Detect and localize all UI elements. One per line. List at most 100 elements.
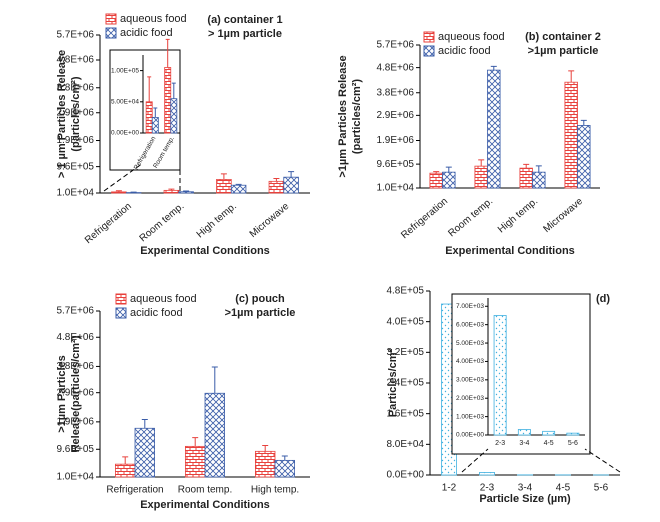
inset-error-bar — [147, 76, 152, 102]
error-bar — [580, 119, 587, 126]
error-bar — [115, 190, 122, 192]
error-bar — [433, 171, 440, 174]
y-tick-label: 0.0E+00 — [386, 470, 424, 481]
x-tick-label: Refrigeration — [83, 201, 134, 246]
bar — [474, 165, 488, 189]
error-bar — [168, 188, 175, 191]
x-tick-label: 4-5 — [556, 483, 571, 494]
y-tick-label: 1.9E+06 — [376, 135, 414, 146]
legend-label: acidic food — [120, 27, 173, 39]
y-axis-label: > 1 µm Particles Release — [56, 50, 68, 178]
bar — [216, 178, 232, 194]
annotation: > 1µm particle — [208, 28, 282, 40]
bar — [268, 180, 285, 194]
annotation: (b) container 2 — [525, 31, 601, 43]
error-bar — [535, 165, 542, 173]
x-tick-label: Microwave — [248, 201, 292, 240]
error-bar — [122, 456, 129, 465]
legend-swatch — [105, 27, 117, 39]
x-tick-label: 3-4 — [518, 483, 533, 494]
inset-bar — [566, 432, 580, 436]
error-bar — [568, 70, 575, 83]
inset-y-tick-label: 6.00E+03 — [456, 321, 484, 328]
inset-y-tick-label: 4.00E+03 — [456, 358, 484, 365]
legend-label: acidic food — [438, 45, 491, 57]
y-tick-label: 1.0E+04 — [56, 472, 94, 483]
legend-swatch — [423, 31, 435, 43]
legend-label: aqueous food — [438, 31, 505, 43]
y-tick-label: 4.8E+06 — [376, 62, 414, 73]
error-bar — [445, 166, 452, 173]
bar — [111, 191, 127, 194]
bar — [577, 125, 591, 189]
legend-swatch — [105, 13, 117, 25]
annotation: (d) — [596, 293, 610, 305]
x-tick-label: Refrigeration — [106, 485, 163, 496]
error-bar — [281, 455, 288, 461]
x-tick-label: 2-3 — [480, 483, 495, 494]
y-tick-label: 2.9E+06 — [376, 110, 414, 121]
zoom-line — [584, 448, 621, 473]
error-bar — [478, 159, 485, 167]
legend-label: acidic food — [130, 307, 183, 319]
legend-swatch — [115, 293, 127, 305]
y-axis-label: >1µm Particles Release — [337, 55, 349, 177]
x-tick-label: High temp. — [496, 196, 540, 236]
y-tick-label: 9.6E+05 — [56, 444, 94, 455]
bar — [478, 472, 495, 476]
y-tick-label: 1.9E+06 — [56, 135, 94, 146]
y-axis-label: Particles/cm² — [387, 348, 399, 417]
inset-y-tick-label: 0.00E+00 — [111, 130, 139, 137]
inset-x-tick-label: 3-4 — [519, 440, 529, 447]
bar — [184, 445, 206, 478]
inset-error-bar — [171, 82, 176, 99]
bar — [115, 463, 136, 478]
inset-error-bar — [153, 107, 158, 118]
y-tick-label: 4.0E+05 — [386, 316, 424, 327]
inset-y-tick-label: 5.00E+03 — [456, 340, 484, 347]
inset-x-tick-label: 5-6 — [568, 440, 578, 447]
y-tick-label: 9.6E+05 — [376, 159, 414, 170]
inset-y-tick-label: 7.00E+03 — [456, 303, 484, 310]
inset-bar — [493, 315, 507, 436]
x-tick-label: Microwave — [541, 196, 585, 235]
zoom-line — [103, 162, 144, 192]
y-tick-label: 2.9E+06 — [56, 387, 94, 398]
annotation: (c) pouch — [235, 293, 285, 305]
annotation: >1µm particle — [225, 307, 296, 319]
y-tick-label: 1.6E+05 — [386, 408, 424, 419]
y-tick-label: 8.0E+04 — [386, 439, 424, 450]
bar — [532, 171, 546, 189]
y-tick-label: 3.8E+06 — [56, 82, 94, 93]
y-axis-label: Release(particles/cm²) — [70, 335, 82, 452]
zoom-line — [461, 448, 489, 473]
error-bar — [192, 437, 199, 447]
y-tick-label: 5.7E+06 — [376, 40, 414, 51]
error-bar — [235, 183, 242, 186]
error-bar — [490, 65, 497, 71]
y-axis-label: >1µm Particles — [56, 355, 68, 433]
x-tick-label: Room temp. — [178, 485, 232, 496]
annotation: (a) container 1 — [207, 14, 282, 26]
error-bar — [141, 419, 148, 429]
y-axis-label: (particles/cm²) — [70, 76, 82, 152]
y-tick-label: 4.8E+06 — [56, 332, 94, 343]
y-tick-label: 1.0E+04 — [56, 188, 94, 199]
y-tick-label: 3.8E+06 — [56, 361, 94, 372]
error-bar — [220, 173, 227, 180]
y-tick-label: 2.4E+05 — [386, 378, 424, 389]
x-tick-label: High temp. — [251, 485, 299, 496]
inset-y-tick-label: 0.00E+00 — [456, 432, 484, 439]
error-bar — [211, 366, 218, 394]
y-tick-label: 4.8E+06 — [56, 55, 94, 66]
x-axis-label: Experimental Conditions — [140, 245, 270, 257]
inset-bar — [517, 429, 531, 436]
legend-label: aqueous food — [130, 293, 197, 305]
x-tick-label: Refrigeration — [399, 196, 450, 241]
y-tick-label: 2.9E+06 — [56, 107, 94, 118]
bar — [163, 189, 180, 194]
y-tick-label: 3.2E+05 — [386, 347, 424, 358]
y-tick-label: 4.8E+05 — [386, 286, 424, 297]
bar — [134, 427, 156, 478]
bar — [519, 167, 533, 189]
